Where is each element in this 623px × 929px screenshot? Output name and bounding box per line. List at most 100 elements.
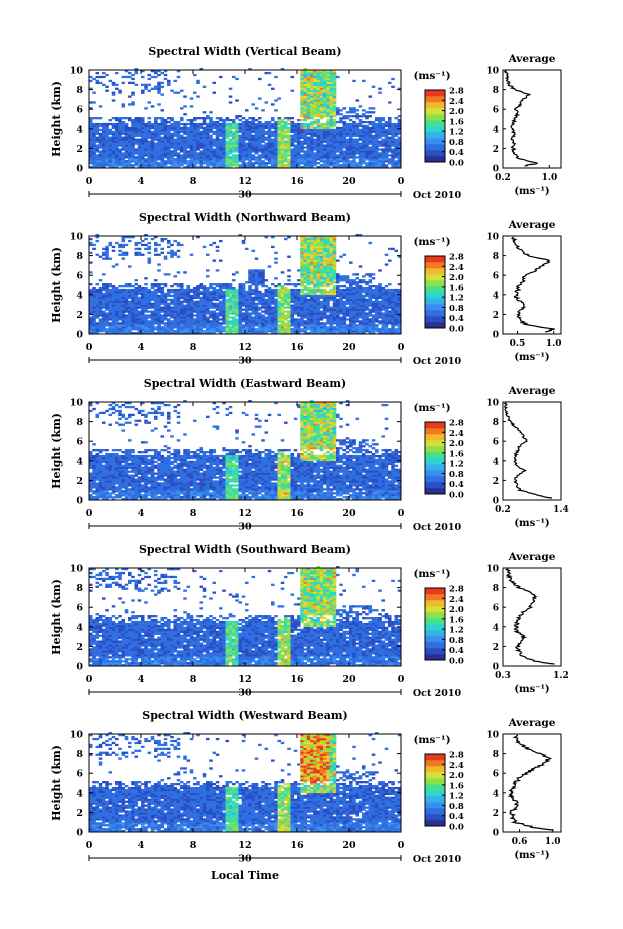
heatmap-cell — [111, 126, 116, 130]
heatmap-cell — [102, 306, 106, 309]
heatmap-cell — [258, 166, 262, 169]
heatmap-cell — [225, 304, 230, 307]
heatmap-cell — [222, 306, 226, 309]
heatmap-cell — [134, 247, 139, 251]
heatmap-cell — [251, 140, 256, 143]
heatmap-cell — [235, 318, 239, 321]
heatmap-cell — [170, 300, 174, 303]
heatmap-cell — [326, 300, 330, 303]
heatmap-cell — [235, 117, 239, 120]
heatmap-cell — [326, 304, 330, 307]
heatmap-cell — [215, 249, 220, 252]
heatmap-cell — [326, 91, 330, 94]
heatmap-cell — [199, 160, 204, 163]
heatmap-cell — [251, 275, 256, 278]
heatmap-cell — [323, 83, 327, 86]
heatmap-cell — [310, 281, 314, 284]
heatmap-cell — [212, 156, 217, 159]
heatmap-cell — [160, 247, 165, 251]
heatmap-cell — [111, 138, 116, 141]
heatmap-cell — [365, 136, 369, 139]
heatmap-cell — [316, 308, 321, 311]
heatmap-cell — [300, 144, 304, 147]
heatmap-cell — [193, 296, 197, 300]
heatmap-cell — [154, 152, 158, 155]
heatmap-cell — [300, 87, 304, 90]
heatmap-cell — [375, 148, 379, 151]
heatmap-cell — [284, 318, 288, 321]
heatmap-cell — [176, 164, 181, 167]
heatmap-cell — [193, 292, 197, 296]
heatmap-cell — [358, 119, 363, 122]
heatmap-cell — [199, 156, 204, 159]
heatmap-cell — [332, 152, 337, 155]
heatmap-cell — [147, 136, 152, 139]
heatmap-cell — [336, 326, 340, 329]
heatmap-cell — [293, 124, 298, 128]
heatmap-cell — [323, 115, 327, 118]
heatmap-cell — [326, 128, 330, 132]
heatmap-cell — [326, 109, 330, 112]
heatmap-cell — [319, 290, 324, 294]
heatmap-cell — [144, 326, 148, 329]
heatmap-cell — [154, 247, 158, 251]
heatmap-cell — [150, 122, 155, 126]
heatmap-cell — [284, 140, 288, 143]
heatmap-cell — [196, 332, 200, 335]
heatmap-cell — [300, 324, 304, 327]
heatmap-cell — [176, 326, 181, 329]
heatmap-cell — [167, 126, 171, 130]
heatmap-cell — [193, 286, 197, 290]
heatmap-cell — [199, 283, 204, 286]
heatmap-cell — [225, 322, 230, 325]
heatmap-cell — [157, 73, 161, 77]
heatmap-cell — [108, 132, 113, 135]
heatmap-cell — [310, 241, 314, 245]
heatmap-cell — [303, 298, 308, 301]
heatmap-cell — [287, 152, 291, 155]
heatmap-cell — [313, 101, 317, 104]
heatmap-cell — [313, 326, 317, 329]
heatmap-cell — [358, 132, 363, 135]
heatmap-cell — [141, 302, 145, 305]
heatmap-cell — [170, 294, 174, 298]
heatmap-cell — [306, 253, 311, 256]
heatmap-cell — [206, 306, 210, 309]
heatmap-cell — [261, 150, 265, 153]
heatmap-cell — [167, 322, 171, 325]
heatmap-cell — [102, 247, 106, 251]
heatmap-cell — [280, 320, 285, 323]
heatmap-cell — [193, 134, 197, 137]
heatmap-cell — [89, 166, 93, 169]
heatmap-cell — [193, 124, 197, 128]
heatmap-cell — [215, 245, 220, 249]
heatmap-cell — [238, 144, 243, 147]
heatmap-cell — [329, 122, 334, 126]
heatmap-cell — [381, 156, 386, 159]
heatmap-cell — [193, 119, 197, 122]
colorbar-tick-label: 0.0 — [449, 159, 464, 169]
heatmap-cell — [349, 142, 353, 145]
heatmap-cell — [329, 290, 334, 294]
heatmap-cell — [313, 115, 317, 118]
heatmap-cell — [332, 245, 337, 249]
heatmap-cell — [258, 160, 262, 163]
heatmap-cell — [209, 312, 213, 315]
heatmap-cell — [332, 150, 337, 153]
heatmap-cell — [115, 136, 119, 139]
heatmap-cell — [332, 136, 337, 139]
heatmap-cell — [144, 283, 148, 286]
heatmap-cell — [261, 166, 265, 169]
heatmap-cell — [329, 132, 334, 135]
heatmap-cell — [147, 314, 152, 317]
heatmap-cell — [310, 253, 314, 256]
heatmap-cell — [222, 144, 226, 147]
heatmap-cell — [254, 271, 259, 274]
heatmap-cell — [196, 148, 200, 151]
heatmap-cell — [332, 113, 337, 116]
heatmap-cell — [258, 306, 262, 309]
heatmap-cell — [154, 122, 158, 126]
heatmap-cell — [332, 140, 337, 143]
heatmap-cell — [150, 328, 155, 331]
heatmap-cell — [310, 255, 314, 258]
